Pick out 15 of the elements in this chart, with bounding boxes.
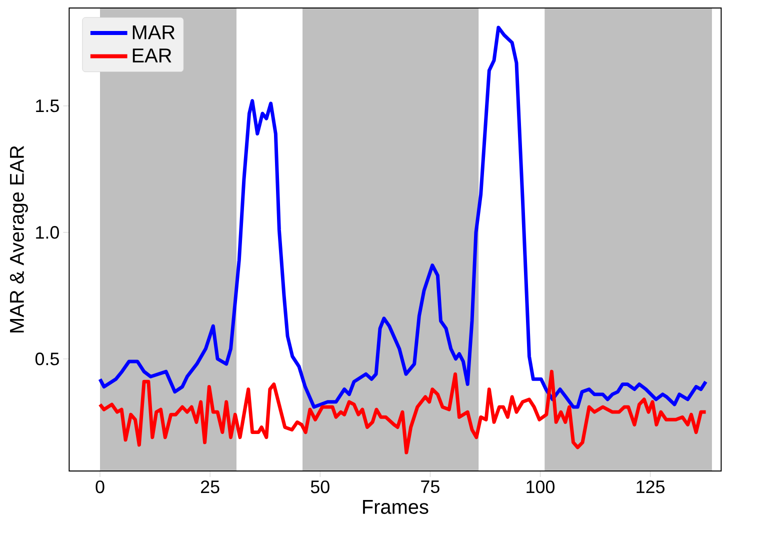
- legend-label: EAR: [132, 48, 172, 62]
- x-tick-label: 125: [636, 480, 665, 494]
- x-tick-label: 100: [526, 480, 555, 494]
- y-tick-label: 1.0: [36, 226, 59, 239]
- legend-label: MAR: [132, 25, 175, 40]
- x-tick-label: 50: [310, 480, 330, 494]
- line-series: [98, 26, 708, 409]
- line-series: [98, 370, 708, 454]
- x-tick-label: 0: [96, 480, 104, 494]
- x-tick-label: 25: [201, 480, 220, 494]
- y-axis-title: MAR & Average EAR: [10, 146, 28, 332]
- y-tick-label: 0.5: [35, 352, 59, 366]
- y-tick-label: 1.5: [36, 100, 59, 112]
- x-tick-label: 75: [421, 480, 440, 494]
- x-axis-title: Frames: [363, 500, 428, 514]
